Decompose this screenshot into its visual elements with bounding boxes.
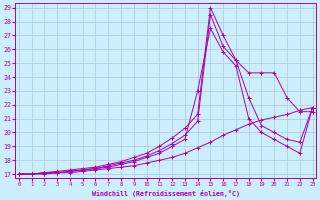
X-axis label: Windchill (Refroidissement éolien,°C): Windchill (Refroidissement éolien,°C) (92, 190, 240, 197)
